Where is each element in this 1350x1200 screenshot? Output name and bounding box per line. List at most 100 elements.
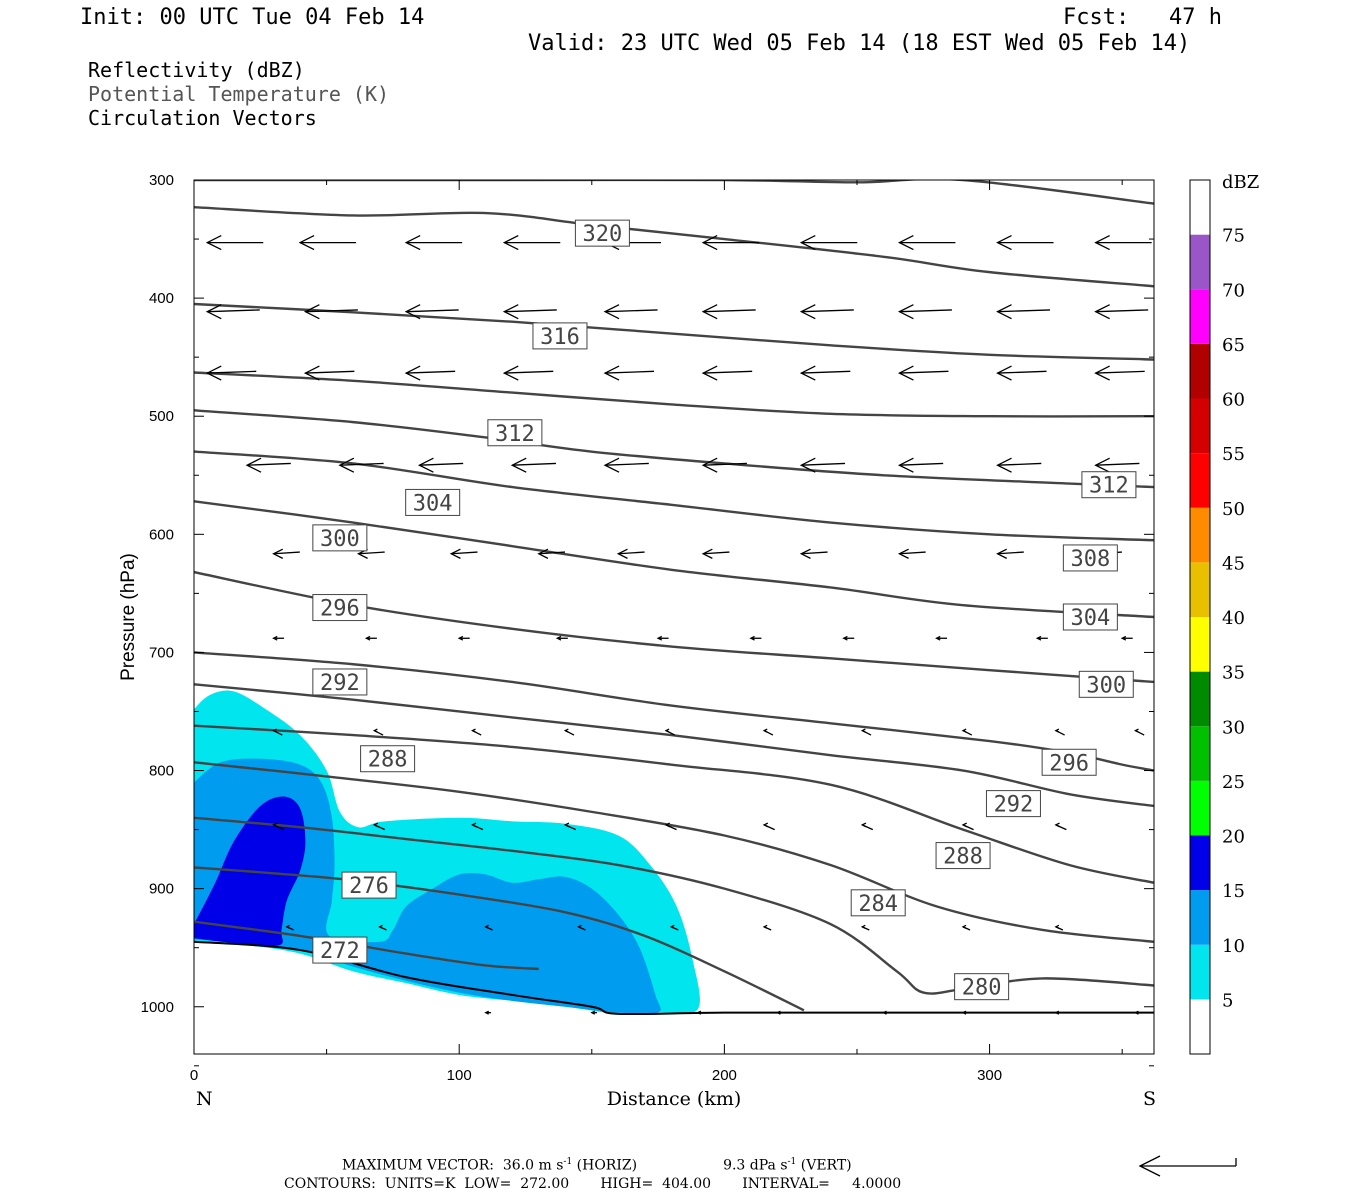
circulation-vector — [1054, 728, 1065, 736]
circulation-vector — [338, 457, 384, 473]
reflectivity-10-dbz-area — [194, 758, 661, 1015]
theta-label: 312 — [487, 419, 543, 447]
svg-text:320: 320 — [583, 222, 623, 247]
circulation-vector — [378, 924, 387, 931]
field-reflectivity: Reflectivity (dBZ) — [88, 58, 305, 82]
circulation-vector — [484, 1010, 491, 1015]
colorbar-swatch — [1190, 999, 1210, 1054]
circulation-vector — [799, 235, 858, 251]
colorbar-level-label: 30 — [1222, 717, 1245, 738]
circulation-vector — [775, 1010, 783, 1015]
theta-contour-272 — [194, 920, 539, 971]
circulation-vector — [701, 365, 753, 381]
x-tick-label: 100 — [447, 1067, 472, 1084]
circulation-vector — [563, 822, 577, 831]
circulation-vector — [537, 548, 566, 559]
theta-label: 280 — [954, 973, 1010, 1001]
contour-info: CONTOURS: UNITS=K LOW= 272.00 HIGH= 404.… — [284, 1176, 902, 1192]
svg-text:272: 272 — [320, 939, 360, 964]
circulation-vector — [272, 822, 285, 831]
circulation-vector — [555, 635, 568, 641]
colorbar-level-label: 45 — [1222, 553, 1245, 574]
circulation-vector — [563, 728, 575, 736]
circulation-vector — [1054, 1010, 1062, 1015]
x-tick-label: 300 — [977, 1067, 1002, 1084]
theta-label: 284 — [850, 889, 906, 917]
circulation-vector — [205, 235, 264, 251]
colorbar-level-label: 60 — [1222, 390, 1245, 411]
circulation-vector — [961, 924, 971, 931]
svg-text:276: 276 — [349, 874, 389, 899]
colorbar-swatch — [1190, 398, 1210, 454]
circulation-vector — [1094, 304, 1149, 320]
svg-text:300: 300 — [320, 527, 360, 552]
y-axis-label: Pressure (hPa) — [118, 553, 139, 681]
circulation-vector — [935, 635, 948, 641]
colorbar-level-label: 20 — [1222, 827, 1245, 848]
colorbar-level-label: 55 — [1222, 444, 1245, 465]
colorbar-level-label: 15 — [1222, 881, 1245, 902]
theta-label: 276 — [341, 871, 397, 899]
circulation-vector — [996, 548, 1024, 559]
colorbar-swatch — [1190, 671, 1210, 727]
colorbar-level-label: 50 — [1222, 499, 1245, 520]
svg-text:296: 296 — [1049, 751, 1089, 776]
circulation-vector — [882, 1010, 889, 1015]
colorbar-swatch — [1190, 835, 1210, 891]
circulation-vector — [897, 548, 926, 559]
theta-label: 308 — [1062, 544, 1118, 572]
colorbar-swatch — [1190, 453, 1210, 508]
theta-label: 296 — [1041, 748, 1097, 776]
circulation-vector — [669, 924, 679, 931]
circulation-vector — [205, 365, 257, 381]
circulation-vector — [457, 635, 470, 641]
svg-text:288: 288 — [943, 845, 983, 870]
theta-label: 300 — [312, 524, 368, 552]
circulation-vector — [245, 457, 291, 473]
colorbar-swatch — [1190, 944, 1210, 1000]
north-label: N — [196, 1088, 213, 1110]
circulation-vector — [590, 1010, 598, 1015]
theta-label: 304 — [405, 488, 461, 516]
colorbar-swatch — [1190, 234, 1210, 290]
circulation-vector — [449, 548, 478, 559]
circulation-vector — [470, 822, 484, 831]
circulation-vector — [762, 822, 775, 831]
south-label: S — [1143, 1088, 1156, 1110]
colorbar-swatch — [1190, 726, 1210, 781]
theta-label: 292 — [985, 790, 1041, 818]
circulation-vector — [404, 304, 459, 320]
theta-label: 316 — [532, 322, 588, 350]
circulation-vector — [303, 365, 355, 381]
theta-contour-324 — [194, 206, 1154, 288]
colorbar-title: dBZ — [1222, 172, 1259, 193]
circulation-vector — [996, 365, 1047, 381]
svg-text:300: 300 — [1086, 673, 1126, 698]
y-tick-label: 800 — [149, 763, 174, 780]
circulation-vector — [364, 635, 377, 641]
circulation-vector — [616, 548, 645, 559]
x-tick-label: 0 — [190, 1067, 198, 1084]
svg-text:280: 280 — [962, 976, 1002, 1001]
circulation-vector — [577, 924, 586, 931]
colorbar-swatch — [1190, 562, 1210, 617]
y-tick-label: 900 — [149, 881, 174, 898]
theta-contour-292 — [194, 683, 1154, 808]
x-axis-label: Distance (km) — [607, 1088, 742, 1110]
circulation-vector — [996, 304, 1051, 320]
circulation-vector — [656, 635, 669, 641]
circulation-vector — [298, 235, 357, 251]
svg-text:316: 316 — [540, 325, 580, 350]
theta-contour-300 — [194, 570, 1154, 684]
circulation-vector — [470, 728, 482, 736]
theta-label: 312 — [1081, 471, 1137, 499]
circulation-vector — [372, 728, 384, 736]
circulation-vector — [701, 548, 730, 559]
colorbar-swatch — [1190, 289, 1210, 344]
init-time: Init: 00 UTC Tue 04 Feb 14 — [80, 5, 425, 30]
colorbar-swatch — [1190, 890, 1210, 945]
circulation-vector — [701, 304, 756, 320]
colorbar-swatch — [1190, 617, 1210, 672]
circulation-vector — [842, 635, 855, 641]
